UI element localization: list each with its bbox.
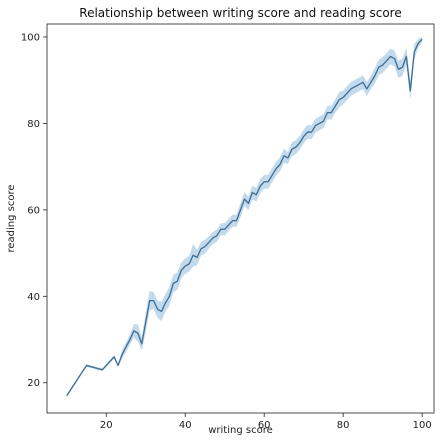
x-tick-label: 100 bbox=[413, 420, 432, 431]
y-tick-label: 100 bbox=[21, 32, 40, 43]
chart-title: Relationship between writing score and r… bbox=[79, 6, 401, 20]
y-axis-title: reading score bbox=[6, 184, 17, 252]
x-axis-title: writing score bbox=[208, 425, 273, 436]
plot-content bbox=[66, 36, 423, 398]
x-tick-label: 20 bbox=[100, 420, 113, 431]
series-line bbox=[66, 38, 423, 397]
y-tick-label: 20 bbox=[27, 378, 40, 389]
x-tick-label: 80 bbox=[337, 420, 350, 431]
x-axis: 20 40 60 80 100 bbox=[100, 413, 432, 431]
y-tick-label: 80 bbox=[27, 119, 40, 130]
x-tick-label: 40 bbox=[179, 420, 192, 431]
y-tick-label: 40 bbox=[27, 292, 40, 303]
plot-frame bbox=[46, 23, 435, 414]
y-axis: 20 40 60 80 100 bbox=[21, 32, 47, 389]
y-tick-label: 60 bbox=[27, 205, 40, 216]
x-tick-label: 60 bbox=[258, 420, 271, 431]
confidence-band bbox=[66, 36, 423, 398]
